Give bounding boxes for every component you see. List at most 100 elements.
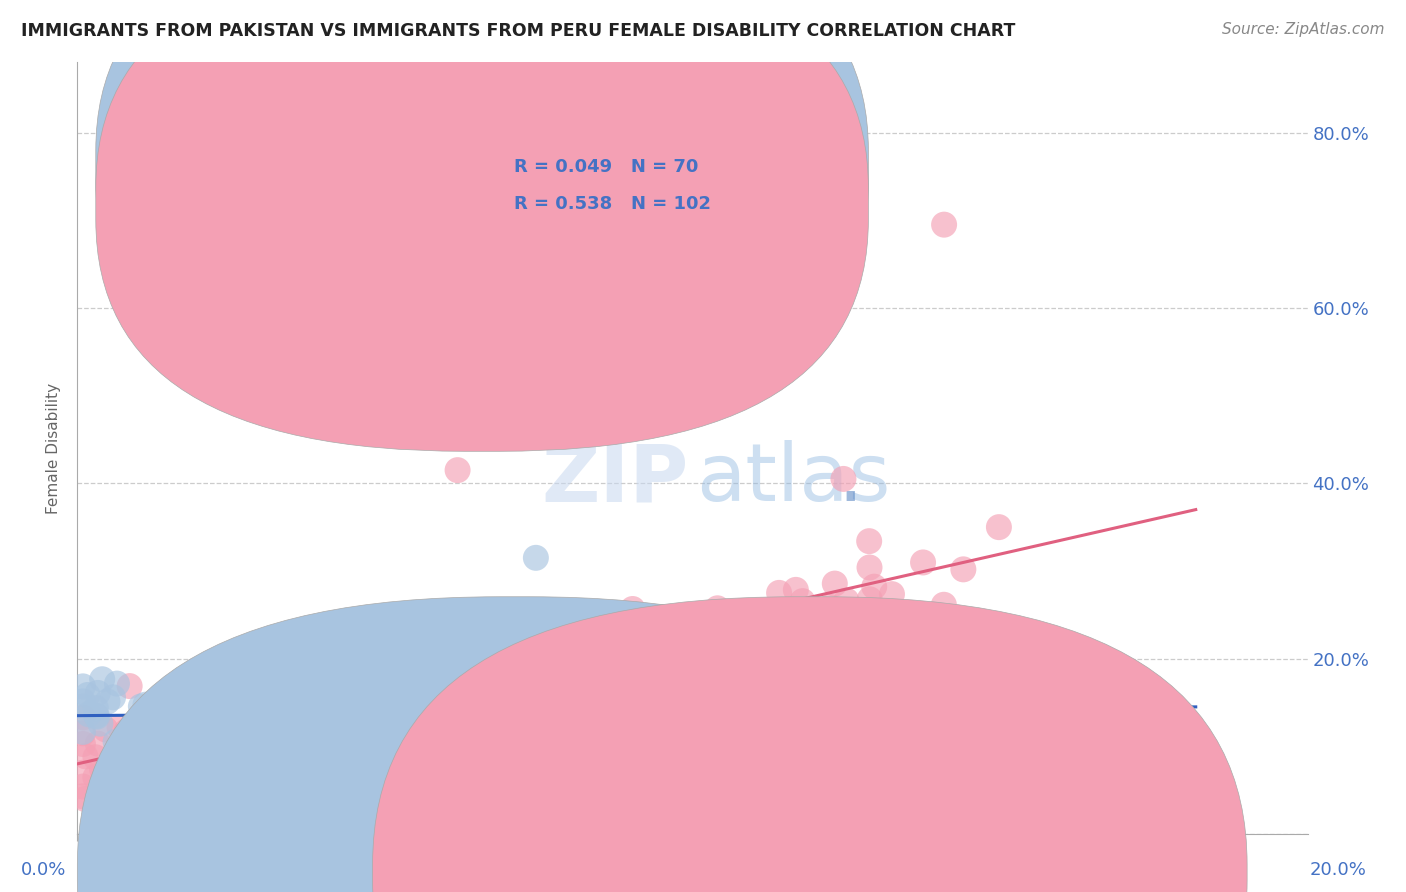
Point (592, 722, 614, 736)
Point (987, 520, 1010, 534)
Point (824, 576, 846, 591)
Point (832, 472, 855, 486)
FancyBboxPatch shape (440, 136, 810, 240)
Text: R = 0.049   N = 70: R = 0.049 N = 70 (515, 158, 699, 176)
Point (768, 648, 790, 662)
Point (163, 745, 186, 759)
Point (89, 716, 111, 731)
Point (157, 714, 180, 729)
Point (581, 727, 603, 741)
Point (115, 724, 138, 739)
Point (136, 705, 159, 719)
Point (792, 594, 814, 608)
Point (141, 699, 163, 714)
Point (292, 745, 315, 759)
Text: Source: ZipAtlas.com: Source: ZipAtlas.com (1222, 22, 1385, 37)
Point (125, 751, 148, 765)
Point (482, 732, 505, 747)
Point (932, 598, 955, 612)
Point (100, 772, 122, 786)
Point (75, 749, 97, 764)
Text: 20.0%: 20.0% (1310, 861, 1367, 879)
Point (665, 709, 688, 723)
Point (305, 673, 328, 688)
Point (912, 556, 935, 570)
Point (572, 662, 595, 676)
Point (105, 676, 128, 690)
Point (974, 710, 997, 724)
Point (72, 765, 94, 780)
Point (533, 666, 555, 681)
Point (72, 726, 94, 740)
Point (103, 778, 125, 792)
Point (170, 747, 193, 761)
Point (214, 665, 236, 679)
Point (139, 713, 162, 727)
Point (402, 694, 425, 708)
Point (333, 709, 356, 723)
Point (84, 701, 107, 715)
Point (224, 742, 246, 756)
Point (84, 708, 107, 723)
Point (94, 723, 117, 737)
Point (124, 745, 146, 759)
Point (302, 685, 325, 699)
Point (173, 702, 195, 716)
Point (91, 672, 114, 686)
Point (72, 780, 94, 794)
Point (225, 756, 247, 771)
Point (648, 643, 671, 657)
Point (709, 761, 731, 775)
Point (157, 692, 180, 706)
Point (198, 722, 221, 736)
Point (233, 756, 256, 771)
Point (233, 700, 256, 714)
Text: 0.0%: 0.0% (21, 861, 66, 879)
Text: R = 0.538   N = 102: R = 0.538 N = 102 (515, 194, 711, 212)
Point (134, 785, 156, 799)
Point (273, 710, 295, 724)
Point (863, 580, 886, 594)
Text: Immigrants from Peru: Immigrants from Peru (830, 863, 1011, 881)
Point (520, 688, 543, 702)
Point (859, 592, 882, 607)
Point (228, 737, 250, 751)
Point (73, 792, 96, 806)
Point (506, 698, 529, 712)
Point (281, 707, 304, 722)
Point (150, 714, 173, 728)
Point (202, 719, 225, 733)
Point (190, 716, 212, 731)
Point (173, 748, 195, 763)
Point (567, 610, 589, 624)
Point (603, 677, 626, 691)
Point (703, 684, 725, 698)
Point (782, 772, 804, 787)
Point (706, 601, 728, 615)
Point (250, 761, 273, 775)
Point (332, 706, 354, 720)
Point (134, 698, 156, 712)
Point (818, 599, 841, 614)
Point (382, 707, 405, 722)
Point (118, 679, 141, 693)
Point (226, 735, 249, 749)
Point (72, 789, 94, 804)
Y-axis label: Female Disability: Female Disability (46, 383, 62, 514)
Point (72, 679, 94, 693)
Point (197, 740, 219, 755)
Point (72, 737, 94, 751)
Point (492, 753, 515, 767)
Point (544, 658, 567, 673)
Point (952, 562, 974, 576)
Point (128, 714, 150, 729)
Point (574, 631, 596, 645)
Point (366, 663, 388, 677)
Point (72, 699, 94, 714)
Point (205, 687, 228, 701)
Point (626, 770, 648, 784)
Point (72, 694, 94, 708)
Point (91, 763, 114, 777)
Point (108, 720, 131, 734)
Point (87, 686, 110, 700)
